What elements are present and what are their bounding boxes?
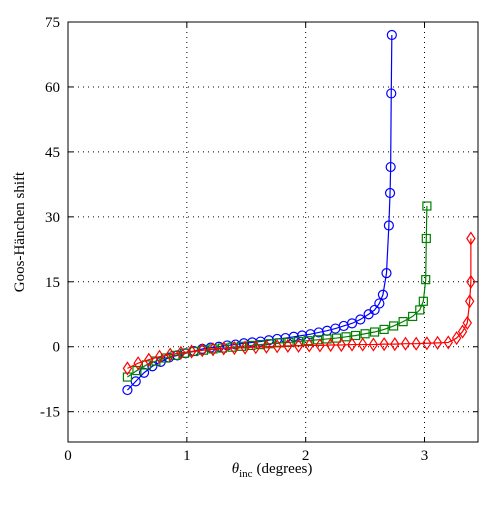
data-point (374, 298, 385, 309)
data-point (341, 332, 351, 342)
data-point (303, 336, 313, 346)
data-point (466, 274, 476, 289)
data-point (133, 356, 143, 371)
x-tick-label: 2 (302, 448, 310, 464)
y-tick-label: 45 (45, 145, 60, 161)
data-point (160, 353, 171, 363)
data-point (122, 361, 133, 376)
x-axis-label: θinc (degrees) (232, 461, 313, 480)
data-point (261, 339, 272, 354)
y-tick-label: 30 (45, 210, 60, 226)
y-tick-label: 60 (45, 80, 60, 96)
data-point (346, 318, 358, 329)
data-point (418, 296, 428, 306)
data-line (127, 238, 472, 369)
data-point (186, 344, 197, 359)
data-point (377, 289, 389, 300)
data-point (251, 340, 261, 355)
y-tick-label: -15 (40, 405, 60, 421)
data-point (347, 337, 357, 352)
x-tick-label: 1 (183, 448, 191, 464)
data-point (304, 338, 314, 353)
data-point (358, 337, 368, 352)
data-point (325, 337, 336, 353)
data-point (400, 336, 411, 351)
data-point (451, 331, 462, 346)
data-point (122, 372, 133, 382)
data-point (386, 29, 397, 41)
data-point (165, 347, 175, 362)
data-point (411, 336, 421, 351)
x-tick-label: 0 (64, 448, 72, 464)
data-point (379, 337, 389, 352)
data-point (218, 341, 229, 356)
data-point (208, 342, 218, 357)
data-point (422, 201, 432, 211)
data-point (197, 343, 208, 358)
data-point (390, 337, 400, 352)
data-point (421, 233, 431, 244)
data-line (127, 206, 428, 378)
x-label-subscript: inc (239, 468, 253, 480)
x-label-unit: (degrees) (257, 461, 313, 477)
data-point (389, 321, 399, 331)
x-label-symbol: θ (232, 461, 240, 477)
data-point (384, 187, 396, 199)
data-point (466, 231, 476, 246)
data-point (381, 268, 392, 279)
data-point (369, 304, 380, 316)
data-point (176, 345, 186, 360)
data-point (385, 161, 396, 173)
data-point (370, 327, 380, 337)
data-point (398, 317, 408, 327)
data-point (462, 315, 473, 331)
data-point (336, 337, 347, 353)
data-point (421, 275, 431, 285)
data-point (432, 335, 443, 350)
data-point (154, 349, 165, 364)
data-point (122, 384, 133, 396)
data-point (422, 336, 432, 351)
data-point (443, 335, 454, 350)
data-point (240, 340, 250, 355)
data-point (315, 338, 325, 353)
data-point (229, 340, 240, 356)
data-point (283, 338, 293, 353)
data-point (368, 337, 379, 352)
data-point (383, 220, 394, 231)
data-point (272, 339, 282, 354)
data-point (379, 324, 389, 335)
data-point (464, 294, 475, 309)
y-tick-label: 15 (45, 275, 60, 291)
data-point (331, 333, 342, 343)
data-point (415, 305, 425, 315)
plot-frame (67, 21, 479, 443)
data-point (457, 324, 468, 339)
data-point (293, 338, 304, 353)
y-tick-label: 75 (45, 15, 60, 31)
x-tick-label: 3 (421, 448, 429, 464)
data-point (350, 330, 361, 341)
data-point (144, 352, 154, 367)
y-tick-label: 0 (53, 340, 61, 356)
data-point (360, 329, 370, 339)
data-point (355, 314, 366, 325)
data-point (408, 311, 418, 322)
data-point (386, 88, 397, 99)
y-axis-label: Goos-Hänchen shift (12, 171, 28, 292)
data-point (138, 367, 150, 378)
